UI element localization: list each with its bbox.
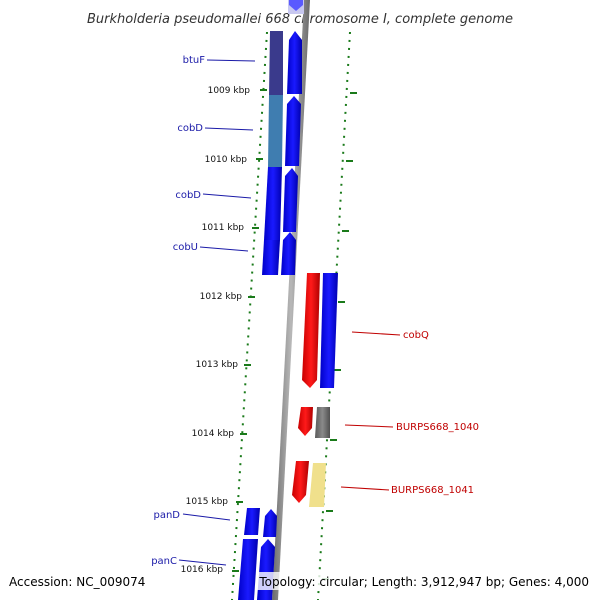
- gene-label-cobD-1[interactable]: cobD: [177, 123, 203, 134]
- gene-feature-1041-yellow[interactable]: [309, 463, 326, 507]
- left-gene-features: [262, 31, 302, 275]
- tick-label-1012: 1012 kbp: [200, 292, 243, 302]
- map-title: Burkholderia pseudomallei 668 chromosome…: [87, 12, 513, 27]
- gene-feature-cobQ-blue[interactable]: [320, 273, 338, 388]
- cds-cobU[interactable]: [281, 232, 296, 275]
- summary-text: Topology: circular; Length: 3,912,947 bp…: [258, 575, 589, 589]
- leader-1040: [344, 424, 394, 428]
- gene-feature-panC[interactable]: [238, 539, 258, 600]
- gene-label-cobU[interactable]: cobU: [173, 242, 198, 253]
- tick-label-1014: 1014 kbp: [192, 429, 235, 439]
- cds-panD[interactable]: [263, 509, 277, 537]
- right-gene-features: [292, 273, 338, 507]
- cds-panC[interactable]: [257, 539, 275, 600]
- gene-feature-panD[interactable]: [244, 508, 260, 535]
- leader-cobD-2: [202, 193, 252, 199]
- gene-label-cobQ[interactable]: cobQ: [403, 330, 429, 341]
- leader-panC: [178, 559, 227, 566]
- gene-feature-1041-red[interactable]: [292, 461, 309, 503]
- gene-feature-cobD-2[interactable]: [264, 167, 282, 240]
- cds-cobD-1[interactable]: [285, 96, 301, 166]
- gene-feature-cobU[interactable]: [262, 240, 280, 275]
- leader-cobD-1: [204, 127, 254, 131]
- gene-feature-1040-red[interactable]: [298, 407, 313, 436]
- tick-label-1015: 1015 kbp: [186, 497, 229, 507]
- gene-feature-top[interactable]: [289, 0, 303, 11]
- leader-btuF: [206, 59, 256, 62]
- gene-label-cobD-2[interactable]: cobD: [175, 190, 201, 201]
- gene-label-BURPS668-1040[interactable]: BURPS668_1040: [396, 422, 479, 433]
- gene-feature-cobD-1[interactable]: [268, 95, 283, 167]
- accession-text: Accession: NC_009074: [9, 575, 145, 589]
- gene-label-panC[interactable]: panC: [151, 556, 177, 567]
- leader-1041: [340, 486, 390, 491]
- summary-background: [257, 572, 594, 590]
- tick-label-1009: 1009 kbp: [208, 86, 251, 96]
- gene-label-btuF[interactable]: btuF: [183, 55, 206, 66]
- gene-label-BURPS668-1041[interactable]: BURPS668_1041: [391, 485, 474, 496]
- leader-cobQ: [351, 331, 401, 336]
- cds-btuF[interactable]: [287, 31, 302, 94]
- cds-cobD-2[interactable]: [283, 168, 298, 232]
- tick-label-1016: 1016 kbp: [181, 565, 224, 575]
- gene-feature-1040-gray[interactable]: [315, 407, 330, 438]
- accession-background: [6, 572, 148, 590]
- tick-label-1010: 1010 kbp: [205, 155, 248, 165]
- tick-label-1013: 1013 kbp: [196, 360, 239, 370]
- chromosome-backbone: [272, 0, 310, 600]
- leader-panD: [182, 513, 231, 521]
- gene-label-panD[interactable]: panD: [153, 510, 180, 521]
- tick-label-1011: 1011 kbp: [202, 223, 245, 233]
- gene-feature-cobQ-red[interactable]: [302, 273, 320, 388]
- tick-marks: [232, 89, 357, 580]
- gene-feature-btuF[interactable]: [269, 31, 283, 95]
- leader-cobU: [199, 246, 249, 252]
- right-leader-lines: [340, 331, 401, 491]
- left-leader-lines: [178, 59, 256, 566]
